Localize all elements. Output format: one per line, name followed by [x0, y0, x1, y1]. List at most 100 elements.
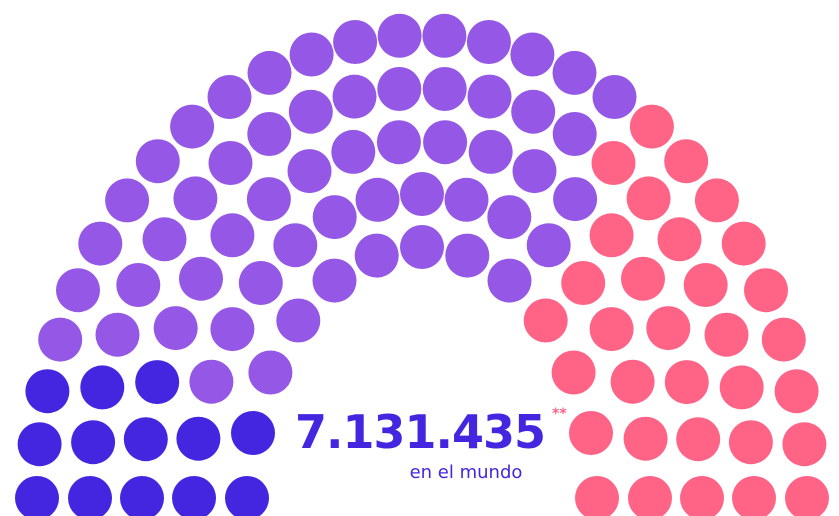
seat — [332, 74, 377, 119]
seat — [176, 416, 221, 461]
seat — [561, 261, 606, 305]
seat — [721, 221, 766, 266]
seat — [17, 422, 62, 467]
seat — [135, 360, 180, 405]
seat — [774, 369, 819, 414]
seat — [694, 178, 739, 223]
seat — [333, 20, 378, 64]
seat — [487, 195, 532, 240]
seat — [704, 312, 749, 357]
seat — [553, 177, 598, 222]
seat — [664, 360, 709, 405]
seat — [312, 195, 357, 240]
seat — [683, 263, 728, 307]
seat — [523, 298, 568, 343]
seat — [445, 233, 490, 278]
seat — [225, 476, 269, 516]
seat — [589, 213, 634, 258]
seat — [785, 476, 829, 516]
seat — [422, 13, 467, 58]
seat — [68, 476, 112, 516]
seat — [592, 75, 637, 119]
seat — [377, 67, 422, 111]
seat — [591, 141, 636, 185]
seat — [444, 177, 489, 222]
seat — [135, 139, 180, 184]
seat — [621, 256, 665, 301]
seat — [589, 307, 634, 352]
seat — [623, 416, 668, 461]
seat — [123, 417, 168, 462]
seat — [153, 306, 198, 351]
seat — [400, 172, 444, 216]
seat — [744, 268, 788, 313]
seat — [38, 317, 83, 362]
seat — [646, 306, 691, 351]
seat — [95, 312, 140, 357]
seat — [105, 178, 150, 223]
seat — [400, 225, 444, 269]
seat — [676, 417, 721, 462]
seat — [207, 75, 252, 119]
seat — [276, 298, 321, 343]
seat — [468, 129, 513, 174]
seat — [569, 411, 613, 455]
seat — [247, 50, 292, 95]
seat — [248, 350, 293, 395]
seat — [247, 112, 292, 156]
seat — [80, 365, 125, 410]
seat — [208, 141, 253, 185]
seat — [116, 263, 161, 307]
seat — [354, 233, 399, 278]
seat — [423, 120, 468, 165]
seat — [728, 420, 773, 465]
seat — [210, 213, 255, 258]
seat — [511, 89, 556, 134]
seat — [15, 476, 59, 516]
seat — [732, 476, 776, 516]
seat — [761, 317, 806, 362]
seat — [287, 149, 332, 194]
seat — [664, 139, 709, 184]
seat — [312, 258, 357, 303]
seat — [552, 112, 597, 156]
seat — [512, 149, 557, 194]
seat — [78, 221, 123, 266]
subtitle: en el mundo — [410, 462, 523, 483]
seats — [15, 13, 829, 516]
seat — [376, 120, 421, 165]
seat — [142, 217, 187, 262]
seat — [526, 223, 571, 268]
seat — [487, 258, 532, 303]
seat — [626, 176, 671, 221]
seat — [719, 365, 764, 410]
seat — [246, 177, 291, 222]
seat — [189, 359, 234, 404]
seat — [71, 420, 116, 465]
seat — [288, 89, 333, 134]
seat — [680, 476, 724, 516]
seat — [467, 74, 512, 119]
seat — [273, 223, 318, 268]
seat — [210, 307, 255, 352]
seat — [510, 32, 555, 77]
seat — [25, 369, 70, 414]
seat — [238, 261, 283, 305]
total-label: 7.131.435 — [295, 405, 545, 459]
seat — [172, 476, 216, 516]
seat — [355, 177, 400, 222]
seat — [289, 32, 334, 77]
seat — [173, 176, 218, 221]
seat — [56, 268, 100, 313]
seat — [466, 20, 511, 64]
seat — [575, 476, 619, 516]
seat — [552, 50, 597, 95]
seat — [422, 67, 467, 111]
seat — [782, 422, 827, 467]
seat — [231, 411, 275, 455]
footnote-mark: ** — [552, 406, 567, 422]
seat — [331, 129, 376, 174]
seat — [610, 359, 655, 404]
seat — [628, 476, 672, 516]
